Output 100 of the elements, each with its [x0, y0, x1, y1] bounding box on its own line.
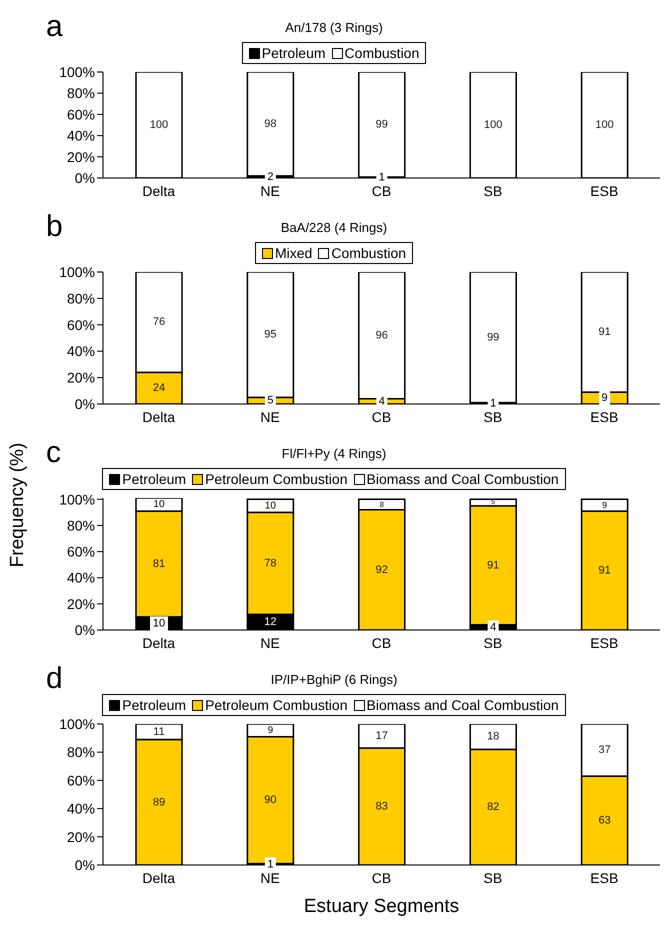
x-tick-label: ESB	[590, 182, 618, 199]
y-tick-label: 80%	[66, 744, 95, 760]
data-label: 10	[153, 499, 165, 510]
y-tick-label: 20%	[66, 370, 95, 386]
x-tick-label: SB	[484, 870, 502, 886]
data-label: 99	[487, 331, 500, 344]
y-tick-label: 100%	[59, 716, 95, 732]
data-label: 17	[376, 730, 388, 742]
data-label: 100	[595, 119, 614, 131]
data-label: 82	[487, 801, 500, 814]
data-label: 100	[484, 119, 502, 131]
chart-title: BaA/228 (4 Rings)	[280, 220, 388, 235]
data-label: 96	[376, 329, 388, 342]
x-tick-label: Delta	[142, 408, 176, 425]
y-tick-label: 80%	[66, 517, 95, 534]
legend-label: Petroleum Combustion	[205, 697, 348, 713]
data-label: 98	[264, 118, 277, 130]
y-tick-label: 0%	[74, 622, 95, 638]
data-label: 11	[153, 726, 165, 738]
x-tick-label: Delta	[142, 182, 176, 199]
data-label: 76	[152, 316, 166, 328]
y-tick-label: 80%	[66, 85, 95, 102]
data-label: 18	[487, 730, 500, 743]
data-label: 10	[264, 500, 276, 512]
x-tick-label: NE	[260, 870, 280, 886]
chart-title: Fl/Fl+Py (4 Rings)	[282, 446, 386, 461]
data-label: 2	[267, 170, 274, 183]
y-tick-label: 60%	[66, 544, 95, 560]
data-label: 1	[378, 171, 385, 184]
y-tick-label: 40%	[66, 343, 95, 360]
y-tick-label: 20%	[66, 596, 95, 612]
data-label: 12	[264, 616, 277, 628]
legend-label: Mixed	[274, 245, 312, 261]
data-label: 100	[150, 119, 168, 131]
x-tick-label: SB	[484, 634, 502, 651]
y-tick-label: 60%	[66, 772, 95, 788]
x-tick-label: CB	[372, 634, 392, 651]
legend-label: Petroleum	[122, 697, 186, 713]
data-label: 91	[487, 559, 500, 572]
x-tick-label: SB	[484, 182, 502, 199]
y-tick-label: 20%	[66, 828, 95, 845]
data-label: 1	[267, 858, 274, 870]
y-tick-label: 40%	[66, 570, 95, 586]
data-label: 78	[264, 557, 277, 570]
legend-label: Petroleum	[262, 45, 326, 61]
chart-title: IP/IP+BghiP (6 Rings)	[270, 672, 398, 687]
y-tick-label: 0%	[74, 856, 95, 873]
legend-label: Biomass and Coal Combustion	[366, 471, 559, 487]
data-label: 4	[378, 395, 385, 408]
x-tick-label: ESB	[590, 870, 618, 886]
y-tick-label: 60%	[66, 316, 95, 333]
data-label: 24	[152, 382, 166, 394]
y-axis-title: Frequency (%)	[7, 442, 29, 570]
x-tick-label: Delta	[142, 870, 176, 886]
x-tick-label: SB	[484, 408, 502, 425]
text: a	[46, 10, 63, 44]
data-label: 10	[152, 617, 166, 630]
y-tick-label: 100%	[59, 491, 95, 508]
text: c	[46, 436, 61, 470]
legend-label: Biomass and Coal Combustion	[366, 697, 559, 713]
legend-label: Combustion	[344, 45, 420, 61]
x-tick-label: NE	[260, 408, 280, 425]
x-tick-label: Delta	[142, 634, 176, 651]
y-tick-label: 40%	[66, 800, 95, 817]
text: d	[46, 662, 63, 696]
data-label: 89	[152, 796, 166, 808]
legend-label: Petroleum	[122, 471, 186, 487]
data-label: 37	[598, 744, 611, 756]
data-label: 63	[598, 814, 611, 827]
x-tick-label: NE	[260, 634, 280, 651]
data-label: 9	[268, 724, 274, 736]
data-label: 92	[376, 564, 388, 576]
legend-label: Combustion	[331, 245, 406, 261]
x-tick-label: ESB	[590, 408, 618, 425]
x-tick-label: CB	[372, 870, 392, 886]
data-label: 9	[602, 392, 608, 404]
x-tick-label: CB	[372, 182, 392, 199]
x-tick-label: CB	[372, 408, 392, 425]
y-tick-label: 80%	[66, 290, 95, 306]
data-label: 81	[152, 558, 166, 570]
y-tick-label: 0%	[74, 170, 95, 186]
data-label: 5	[267, 394, 274, 407]
data-label: 90	[264, 794, 277, 806]
x-tick-label: NE	[260, 182, 280, 199]
y-tick-label: 0%	[74, 396, 95, 412]
data-label: 1	[490, 397, 496, 410]
y-tick-label: 100%	[59, 264, 95, 280]
data-label: 91	[598, 326, 611, 338]
chart-title: An/178 (3 Rings)	[285, 20, 383, 35]
y-tick-label: 60%	[66, 106, 95, 122]
data-label: 83	[376, 800, 388, 812]
x-tick-label: ESB	[590, 634, 618, 651]
y-tick-label: 40%	[66, 128, 95, 144]
data-label: 9	[602, 500, 608, 510]
y-tick-label: 20%	[66, 148, 95, 165]
text: b	[46, 210, 63, 244]
x-axis-title: Estuary Segments	[302, 896, 460, 918]
data-label: 4	[490, 621, 496, 634]
data-label: 95	[264, 328, 277, 341]
legend-label: Petroleum Combustion	[205, 471, 348, 487]
